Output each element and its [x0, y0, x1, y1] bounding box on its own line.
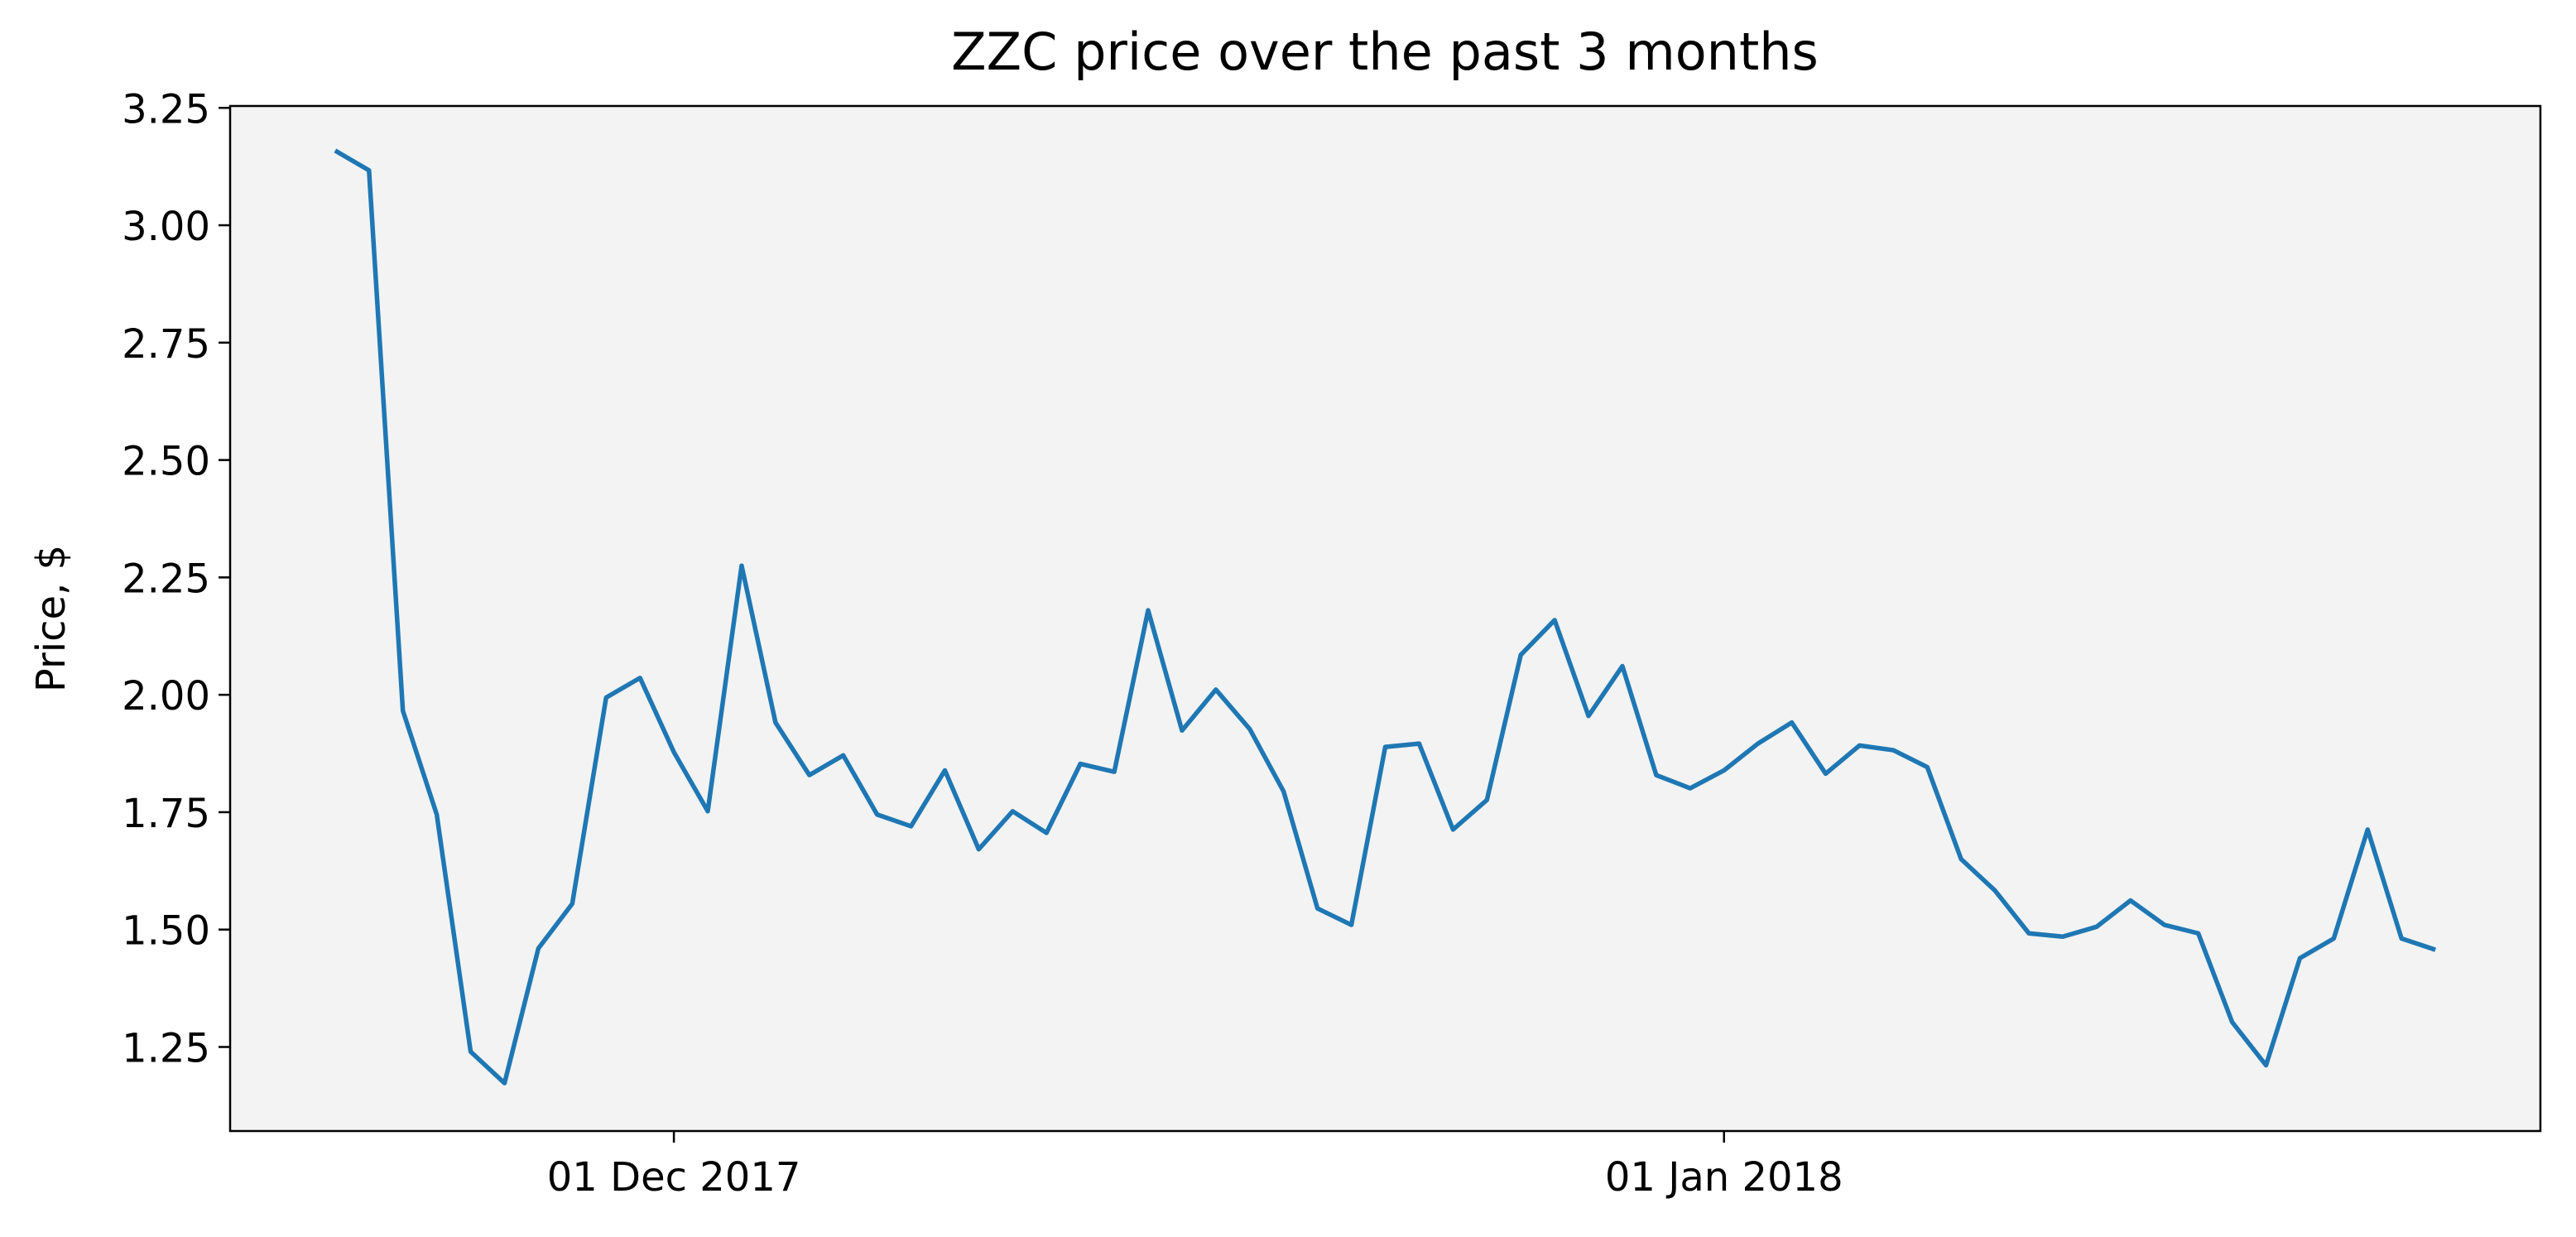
y-tick-label: 1.25 — [122, 1025, 210, 1071]
y-tick-label: 1.50 — [122, 908, 210, 955]
y-tick-label: 3.25 — [122, 86, 210, 132]
y-tick-label: 2.25 — [122, 556, 210, 602]
x-tick-label: 01 Jan 2018 — [1605, 1154, 1843, 1201]
plot-frame — [228, 104, 2542, 1133]
y-tick-label: 1.75 — [122, 791, 210, 837]
price-line — [334, 148, 2437, 1085]
y-axis-label: Price, $ — [28, 545, 74, 692]
plot-background — [230, 106, 2540, 1131]
chart-title: ZZC price over the past 3 months — [951, 22, 1819, 82]
y-tick-label: 2.00 — [122, 673, 210, 720]
x-tick-label: 01 Dec 2017 — [547, 1154, 801, 1201]
y-tick-label: 2.50 — [122, 439, 210, 485]
y-tick-label: 3.00 — [122, 204, 210, 250]
y-tick-label: 2.75 — [122, 321, 210, 368]
